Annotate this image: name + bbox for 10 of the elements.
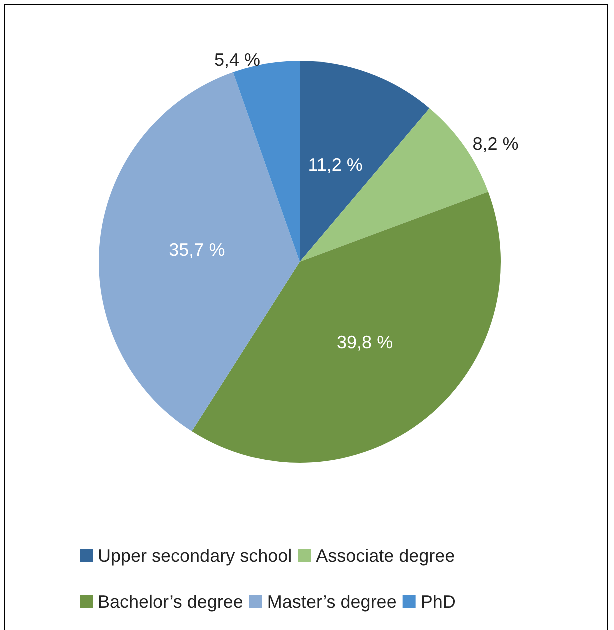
- legend-label: Upper secondary school: [98, 546, 292, 566]
- data-label: 39,8 %: [337, 332, 394, 352]
- data-label: 35,7 %: [169, 240, 226, 260]
- legend-label: Bachelor’s degree: [98, 592, 244, 612]
- data-label: 5,4 %: [214, 50, 260, 70]
- legend-label: Associate degree: [316, 546, 456, 566]
- data-label: 11,2 %: [308, 154, 363, 175]
- legend-label: PhD: [420, 592, 456, 612]
- data-label: 8,2 %: [472, 134, 519, 154]
- legend-label: Master’s degree: [267, 592, 397, 612]
